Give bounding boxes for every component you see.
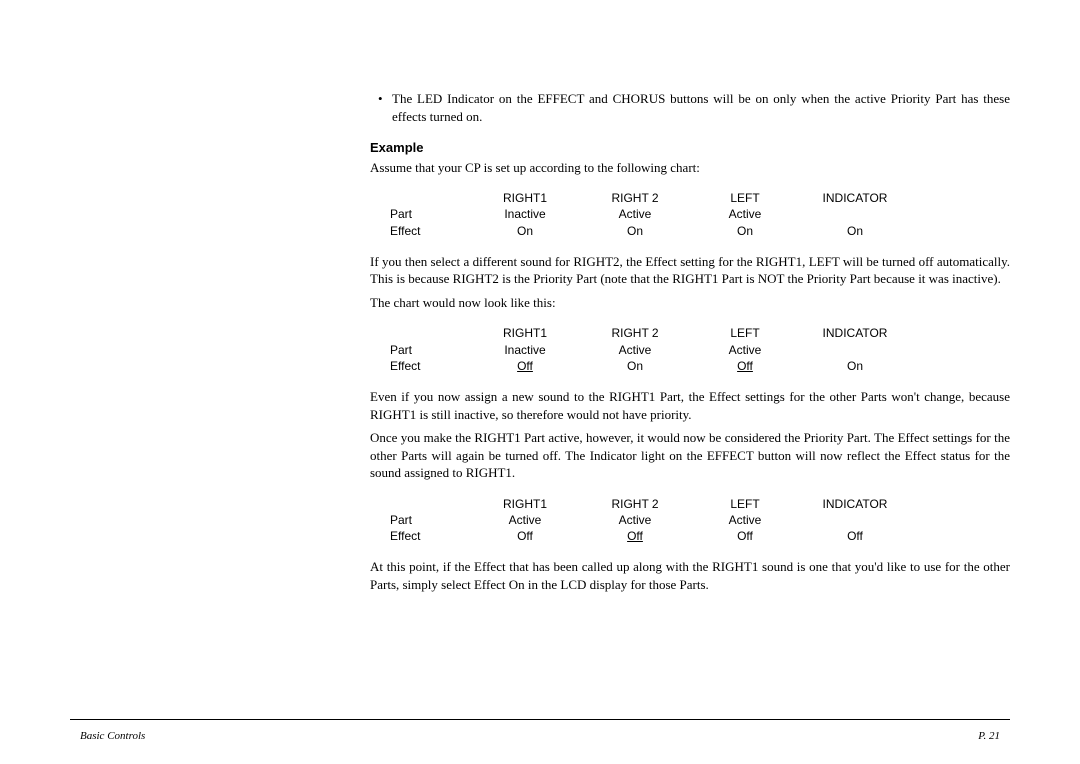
part-c2: Active xyxy=(580,512,690,528)
part-c1: Inactive xyxy=(470,206,580,222)
footer-rule xyxy=(70,719,1010,720)
chart-header-blank xyxy=(370,325,470,341)
effect-c2: On xyxy=(580,358,690,374)
table-row: Effect On On On On xyxy=(370,223,1010,239)
effect-c3: Off xyxy=(690,528,800,544)
effect-label: Effect xyxy=(370,528,470,544)
part-label: Part xyxy=(370,206,470,222)
chart-header-indicator: INDICATOR xyxy=(800,190,910,206)
part-c1: Inactive xyxy=(470,342,580,358)
table-row: Effect Off Off Off Off xyxy=(370,528,1010,544)
table-row: Part Inactive Active Active xyxy=(370,342,1010,358)
document-page: • The LED Indicator on the EFFECT and CH… xyxy=(0,0,1080,764)
example-heading: Example xyxy=(370,139,1010,157)
chart-header-right2: RIGHT 2 xyxy=(580,190,690,206)
part-c3: Active xyxy=(690,512,800,528)
chart-header-right1: RIGHT1 xyxy=(470,190,580,206)
effect-c1: On xyxy=(470,223,580,239)
chart-header-right1: RIGHT1 xyxy=(470,496,580,512)
bullet-item: • The LED Indicator on the EFFECT and CH… xyxy=(370,90,1010,125)
part-label: Part xyxy=(370,342,470,358)
part-label: Part xyxy=(370,512,470,528)
paragraph-2: Even if you now assign a new sound to th… xyxy=(370,388,1010,423)
effect-c1: Off xyxy=(470,358,580,374)
paragraph-3: Once you make the RIGHT1 Part active, ho… xyxy=(370,429,1010,482)
chart-header-blank xyxy=(370,496,470,512)
chart-header-indicator: INDICATOR xyxy=(800,496,910,512)
table-row: RIGHT1 RIGHT 2 LEFT INDICATOR xyxy=(370,190,1010,206)
footer-section-title: Basic Controls xyxy=(80,730,145,742)
table-row: Part Active Active Active xyxy=(370,512,1010,528)
paragraph-1b: The chart would now look like this: xyxy=(370,294,1010,312)
part-c2: Active xyxy=(580,206,690,222)
effect-c4: On xyxy=(800,223,910,239)
part-c4 xyxy=(800,206,910,222)
content-column: • The LED Indicator on the EFFECT and CH… xyxy=(370,90,1010,593)
part-c4 xyxy=(800,512,910,528)
effect-c1: Off xyxy=(470,528,580,544)
effect-label: Effect xyxy=(370,223,470,239)
part-c1: Active xyxy=(470,512,580,528)
chart-header-right1: RIGHT1 xyxy=(470,325,580,341)
part-c3: Active xyxy=(690,342,800,358)
page-footer: Basic Controls P. 21 xyxy=(80,730,1000,742)
part-c2: Active xyxy=(580,342,690,358)
table-row: Part Inactive Active Active xyxy=(370,206,1010,222)
bullet-text: The LED Indicator on the EFFECT and CHOR… xyxy=(392,91,1010,124)
table-row: RIGHT1 RIGHT 2 LEFT INDICATOR xyxy=(370,325,1010,341)
effect-c4: On xyxy=(800,358,910,374)
table-row: Effect Off On Off On xyxy=(370,358,1010,374)
chart-header-left: LEFT xyxy=(690,496,800,512)
effect-c2: Off xyxy=(580,528,690,544)
chart-header-indicator: INDICATOR xyxy=(800,325,910,341)
paragraph-1: If you then select a different sound for… xyxy=(370,253,1010,288)
effect-c4: Off xyxy=(800,528,910,544)
paragraph-4: At this point, if the Effect that has be… xyxy=(370,558,1010,593)
part-c4 xyxy=(800,342,910,358)
effect-c3: On xyxy=(690,223,800,239)
table-row: RIGHT1 RIGHT 2 LEFT INDICATOR xyxy=(370,496,1010,512)
chart-header-right2: RIGHT 2 xyxy=(580,325,690,341)
chart-header-left: LEFT xyxy=(690,190,800,206)
chart-2: RIGHT1 RIGHT 2 LEFT INDICATOR Part Inact… xyxy=(370,325,1010,374)
effect-c2: On xyxy=(580,223,690,239)
chart-1: RIGHT1 RIGHT 2 LEFT INDICATOR Part Inact… xyxy=(370,190,1010,239)
chart-header-right2: RIGHT 2 xyxy=(580,496,690,512)
chart-3: RIGHT1 RIGHT 2 LEFT INDICATOR Part Activ… xyxy=(370,496,1010,545)
part-c3: Active xyxy=(690,206,800,222)
footer-page-number: P. 21 xyxy=(978,730,1000,742)
effect-label: Effect xyxy=(370,358,470,374)
example-intro: Assume that your CP is set up according … xyxy=(370,159,1010,177)
effect-c3: Off xyxy=(690,358,800,374)
chart-header-left: LEFT xyxy=(690,325,800,341)
bullet-dot-icon: • xyxy=(378,90,383,108)
chart-header-blank xyxy=(370,190,470,206)
